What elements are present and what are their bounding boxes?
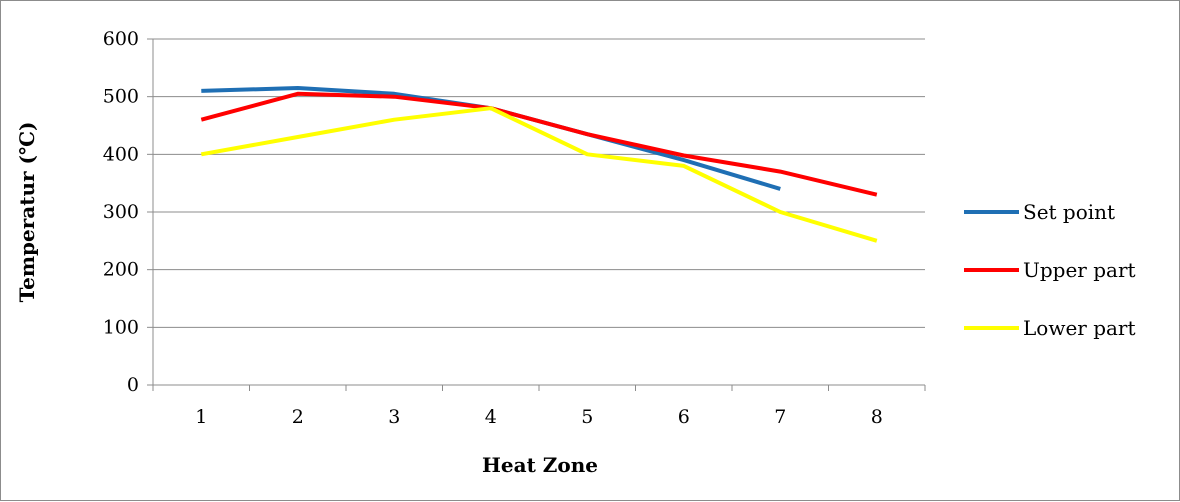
x-tick-label: 5 xyxy=(581,406,593,428)
x-tick-label: 1 xyxy=(195,406,207,428)
series-line-lower-part xyxy=(201,108,877,241)
y-tick-label: 500 xyxy=(103,86,139,108)
legend-label: Upper part xyxy=(1023,258,1136,282)
x-tick-label: 8 xyxy=(871,406,883,428)
legend-item-upper-part: Upper part xyxy=(964,258,1136,282)
x-tick-label: 7 xyxy=(774,406,786,428)
tick-labels: 0 100 200 300 400 500 600 1 2 3 4 5 6 7 8 xyxy=(103,28,883,428)
legend-item-lower-part: Lower part xyxy=(964,316,1136,340)
y-tick-label: 0 xyxy=(127,374,139,396)
legend-label: Lower part xyxy=(1023,316,1136,340)
y-tick-label: 400 xyxy=(103,143,139,165)
y-tick-label: 600 xyxy=(103,28,139,50)
x-tick-label: 2 xyxy=(292,406,304,428)
legend: Set point Upper part Lower part xyxy=(964,200,1136,340)
x-tick-label: 3 xyxy=(388,406,400,428)
series-lines xyxy=(201,88,877,241)
gridlines xyxy=(153,39,925,327)
y-axis-title: Temperatur (℃) xyxy=(15,122,39,303)
y-tick-label: 300 xyxy=(103,201,139,223)
legend-item-set-point: Set point xyxy=(964,200,1115,224)
x-tick-label: 6 xyxy=(678,406,690,428)
x-tick-label: 4 xyxy=(485,406,497,428)
y-tick-label: 200 xyxy=(103,259,139,281)
series-line-upper-part xyxy=(201,94,877,195)
y-tick-label: 100 xyxy=(103,316,139,338)
legend-label: Set point xyxy=(1023,200,1115,224)
x-axis-title: Heat Zone xyxy=(482,453,598,477)
axes xyxy=(147,39,925,391)
